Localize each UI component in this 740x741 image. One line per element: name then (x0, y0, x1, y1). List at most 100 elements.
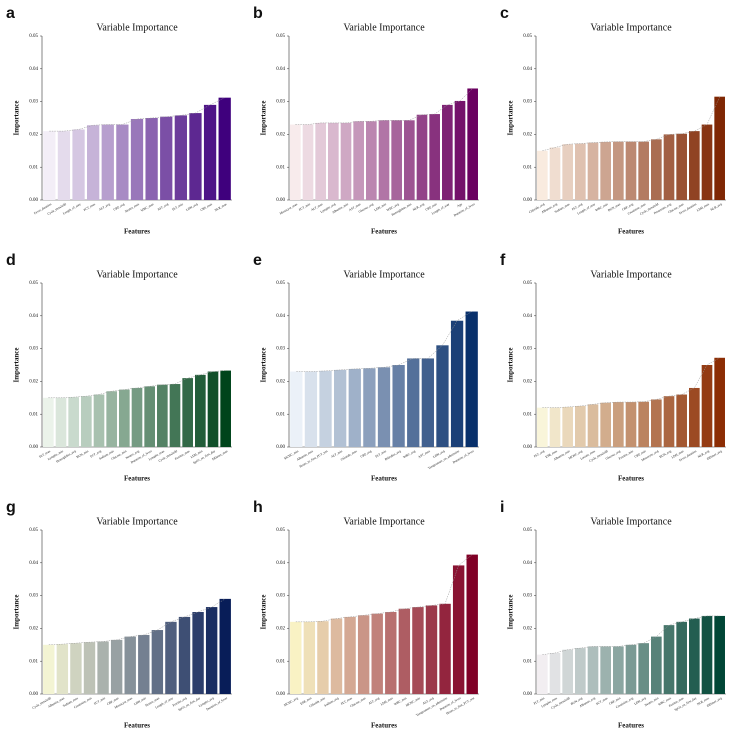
y-axis-label: Importance (507, 595, 515, 630)
x-tick-label: PLT_max (38, 449, 51, 459)
x-tick-label: NLR_max (696, 696, 710, 706)
panel: b Variable Importance Importance Features 0.… (253, 5, 479, 236)
x-tick-label: PLT_min (375, 449, 388, 459)
panel-letter: a (6, 5, 15, 22)
x-tick-label: CRP_avg (621, 202, 634, 212)
bar (93, 394, 105, 447)
bar (454, 100, 466, 200)
chart-title: Variable Importance (96, 22, 178, 33)
y-tick-label: 0.02 (523, 627, 532, 632)
x-tick-label: BUN_max (607, 202, 621, 213)
x-tick-label: BUN_avg (659, 449, 673, 459)
bar (101, 124, 114, 200)
bar (575, 406, 586, 447)
bar (56, 644, 69, 694)
y-axis-label: Importance (13, 348, 21, 383)
x-tick-label: ALT_max (310, 202, 324, 212)
y-tick-label: 0.02 (276, 133, 285, 138)
bar (689, 131, 700, 200)
bar (165, 621, 177, 694)
bar (436, 345, 449, 447)
bar (407, 358, 420, 447)
x-tick-label: MCHC_min (283, 449, 299, 461)
x-tick-label: BUN_avg (570, 696, 584, 706)
x-tick-label: PLT_min (171, 202, 184, 212)
x-tick-label: ALT_avg (368, 696, 381, 706)
x-tick-label: Monocyte_max (279, 202, 299, 216)
x-tick-label: CRP_max (200, 202, 214, 212)
y-tick-label: 0.05 (523, 528, 532, 533)
y-axis-label: Importance (13, 101, 21, 136)
y-tick-label: 0.02 (29, 380, 38, 385)
x-tick-label: MCHC_min (405, 696, 421, 708)
bar (562, 649, 573, 694)
y-tick-label: 0.04 (276, 561, 285, 566)
bar (537, 150, 548, 200)
bar (68, 397, 79, 447)
bar (638, 141, 649, 200)
y-tick-label: 0.01 (523, 412, 532, 417)
x-tick-label: Hours_to_first_PCT_test (299, 449, 329, 469)
x-tick-label: Sodium_min (98, 449, 115, 461)
x-tick-label: Ferritin_min (618, 449, 634, 461)
trend-line (49, 97, 225, 132)
x-tick-label: Neutro_avg (125, 449, 140, 460)
x-tick-label: NLR_max (214, 202, 228, 212)
bar (357, 615, 370, 694)
bar (663, 134, 675, 200)
bar (145, 118, 158, 200)
bar (195, 374, 206, 447)
bar (340, 122, 352, 200)
x-tick-label: WBC_avg (386, 202, 400, 212)
y-tick-label: 0.00 (29, 198, 38, 203)
x-tick-label: NLR_avg (412, 202, 425, 212)
bar (160, 116, 173, 200)
x-tick-label: LDH_min (190, 449, 204, 459)
bar (549, 407, 561, 447)
x-tick-label: Sodium_avg (323, 696, 339, 708)
bar (151, 630, 164, 694)
bar (302, 124, 314, 200)
x-tick-label: PLT_min (533, 696, 546, 706)
bar (537, 407, 548, 447)
bar (131, 387, 143, 447)
trend-line (48, 370, 226, 399)
bar (465, 311, 478, 447)
y-tick-label: 0.03 (29, 594, 38, 599)
x-tick-label: MCHC_avg (283, 696, 299, 707)
bar (701, 124, 713, 200)
x-axis-label: Features (618, 722, 644, 730)
x-tick-label: DDimer_avg (706, 696, 723, 708)
x-tick-label: LDH_avg (185, 202, 198, 212)
bar (689, 618, 700, 694)
bar (319, 370, 332, 447)
x-tick-label: CRP_min (634, 449, 647, 459)
panel-letter: d (6, 252, 16, 269)
bar (714, 615, 725, 694)
bar (330, 618, 343, 694)
x-tick-label: AST_max (417, 449, 431, 459)
bar (562, 406, 573, 447)
chart-title: Variable Importance (96, 516, 178, 527)
x-tick-label: AST_avg (422, 696, 435, 706)
bar (290, 371, 303, 447)
x-tick-label: BUN_min (76, 449, 90, 459)
x-tick-label: ESR_max (545, 449, 559, 459)
y-tick-label: 0.05 (29, 281, 38, 286)
x-tick-label: LDH_avg (432, 449, 445, 459)
x-axis-label: Features (371, 228, 397, 236)
panel: i Variable Importance Importance Features 0.… (500, 499, 726, 730)
y-tick-label: 0.00 (523, 445, 532, 450)
trend-line (542, 96, 720, 152)
y-tick-label: 0.05 (523, 34, 532, 39)
bar (537, 654, 548, 694)
bar (138, 634, 150, 694)
bar (366, 121, 377, 200)
bar (429, 114, 440, 200)
y-tick-label: 0.01 (523, 659, 532, 664)
x-tick-label: PCT_max (595, 696, 609, 706)
x-tick-label: CRP_avg (360, 449, 373, 459)
chart-title: Variable Importance (590, 22, 672, 33)
x-tick-label: WBC_avg (402, 449, 416, 459)
bar (290, 621, 302, 694)
